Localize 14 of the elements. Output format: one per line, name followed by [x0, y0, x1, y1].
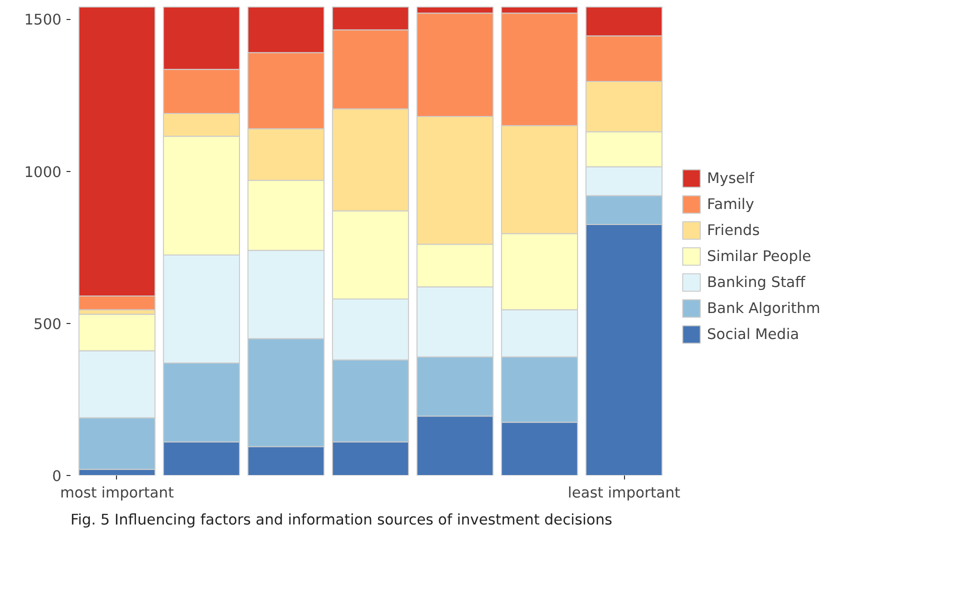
x-tick-label: least important — [568, 484, 681, 502]
legend-label: Banking Staff — [707, 274, 806, 290]
x-tick-label: most important — [60, 484, 174, 502]
legend-label: Family — [707, 196, 754, 212]
legend-label: Bank Algorithm — [707, 300, 820, 316]
y-tick-label: 0 — [52, 468, 62, 485]
legend-label: Myself — [707, 170, 754, 186]
legend-label: Friends — [707, 222, 760, 238]
y-tick-label: 500 — [34, 316, 62, 333]
legend-label: Similar People — [707, 248, 812, 264]
y-tick-label: 1500 — [24, 12, 62, 29]
legend-label: Social Media — [707, 326, 800, 342]
y-tick-label: 1000 — [24, 164, 62, 181]
caption: Fig. 5 Influencing factors and information sources of investment decisions — [70, 512, 612, 528]
